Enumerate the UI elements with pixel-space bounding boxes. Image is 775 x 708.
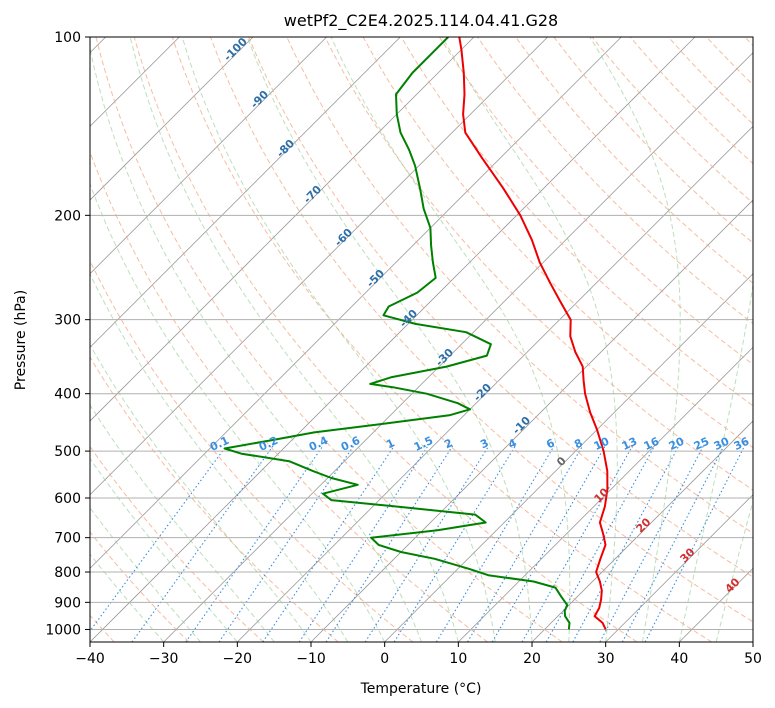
plot-frame (89, 36, 754, 643)
y-tick-label: 600 (54, 491, 81, 507)
moist-adiabat-line (715, 499, 753, 642)
y-tick-label: 800 (54, 565, 81, 581)
dry-adiabat-line (95, 37, 563, 642)
isotherm-line (90, 37, 548, 496)
series-layer (223, 37, 609, 630)
isotherm-line (384, 273, 753, 642)
moist-adiabat-line (441, 37, 618, 642)
dry-adiabat-line (324, 37, 753, 491)
mixing-ratio-label: 10 (592, 435, 612, 453)
dry-adiabat-line (477, 37, 753, 325)
mixing-ratio-line (393, 445, 516, 642)
mixing-ratio-label: 16 (642, 435, 662, 453)
mixing-ratio-label: 30 (712, 435, 732, 453)
isotherm-line (605, 494, 753, 642)
mixing-ratio-line (262, 445, 395, 642)
dry-adiabat-line (248, 37, 753, 578)
x-tick-label: 10 (449, 651, 467, 667)
mixing-ratio-line (491, 445, 606, 642)
x-tick-label: 40 (670, 651, 688, 667)
mixing-ratio-line (90, 445, 227, 632)
mixing-ratio-line (621, 445, 725, 642)
temperature-line (458, 37, 609, 630)
dry-adiabat-line (553, 37, 753, 244)
moist-adiabat-line (589, 37, 681, 642)
x-tick-label: −10 (296, 651, 326, 667)
mixing-ratio-label: 20 (667, 435, 687, 453)
mixing-ratio-line (644, 445, 746, 642)
dry-adiabat-line (171, 37, 712, 642)
mixing-ratio-line (298, 445, 429, 642)
moist-adiabat-line (181, 37, 496, 642)
x-tick-label: 30 (597, 651, 615, 667)
y-axis: 1000 900 800 700 600 500 400 300 200 100 (45, 30, 90, 638)
dry-adiabat-line (362, 37, 753, 449)
mixing-ratio-line (131, 445, 274, 642)
dry-adiabat-line (210, 37, 753, 623)
moist-adiabat-line (90, 404, 275, 642)
isotherm-line (90, 37, 254, 201)
isotherm-line (163, 52, 753, 642)
mixing-ratio-label: 25 (692, 435, 711, 453)
chart-title: wetPf2_C2E4.2025.114.04.41.G28 (284, 11, 558, 31)
dry-adiabat-line (286, 37, 753, 534)
mixing-ratio-line (521, 445, 633, 642)
dry-adiabat-line (133, 37, 638, 642)
isotherm-line (531, 420, 753, 642)
moist-adiabat-line (246, 37, 533, 642)
moist-adiabat-line (90, 343, 312, 642)
mixing-ratio-line (572, 445, 680, 642)
y-tick-label: 100 (54, 30, 81, 46)
y-tick-label: 1000 (45, 622, 81, 638)
x-tick-label: 0 (380, 651, 389, 667)
mixing-ratio-line (325, 445, 454, 642)
x-tick-label: −30 (149, 651, 179, 667)
isotherm-line (90, 37, 622, 569)
dry-adiabat-line (90, 531, 190, 642)
mixing-ratio-line (599, 445, 704, 642)
mixing-ratio-label: 36 (732, 435, 752, 453)
y-tick-label: 300 (54, 313, 81, 329)
moist-adiabat-line (90, 272, 349, 642)
x-tick-label: 20 (523, 651, 541, 667)
y-tick-label: 900 (54, 595, 81, 611)
dewpoint-line (223, 37, 571, 630)
x-tick-label: −20 (223, 651, 253, 667)
moist-adiabat-line (90, 182, 386, 642)
y-tick-label: 200 (54, 208, 81, 224)
dry-adiabat-line (591, 37, 753, 204)
dry-adiabat-line (90, 259, 414, 642)
dry-adiabat-line (400, 37, 753, 407)
mixing-ratio-label: 13 (620, 435, 639, 453)
background-lines (90, 37, 753, 642)
x-axis: −40 −30 −20 −10 0 10 20 30 40 50 (75, 642, 762, 667)
x-tick-label: 50 (744, 651, 762, 667)
mixing-ratio-line (364, 445, 490, 642)
y-tick-label: 400 (54, 387, 81, 403)
moist-adiabat-line (90, 457, 238, 642)
moist-adiabat-line (678, 281, 753, 642)
x-tick-label: −40 (75, 651, 105, 667)
dry-adiabat-line (438, 37, 753, 365)
isotherm-line (458, 346, 753, 642)
isotherm-line (90, 37, 475, 422)
y-tick-label: 700 (54, 531, 81, 547)
isotherm-line (90, 37, 401, 348)
dry-adiabat-line (90, 150, 488, 642)
isotherm-line (90, 37, 327, 275)
moist-adiabat-line (90, 45, 422, 642)
mixing-ratio-line (467, 445, 584, 642)
y-tick-label: 500 (54, 444, 81, 460)
isotherm-line (237, 125, 753, 642)
x-axis-label: Temperature (°C) (360, 681, 482, 697)
y-axis-label: Pressure (hPa) (13, 290, 29, 390)
moist-adiabat-line (129, 37, 459, 642)
